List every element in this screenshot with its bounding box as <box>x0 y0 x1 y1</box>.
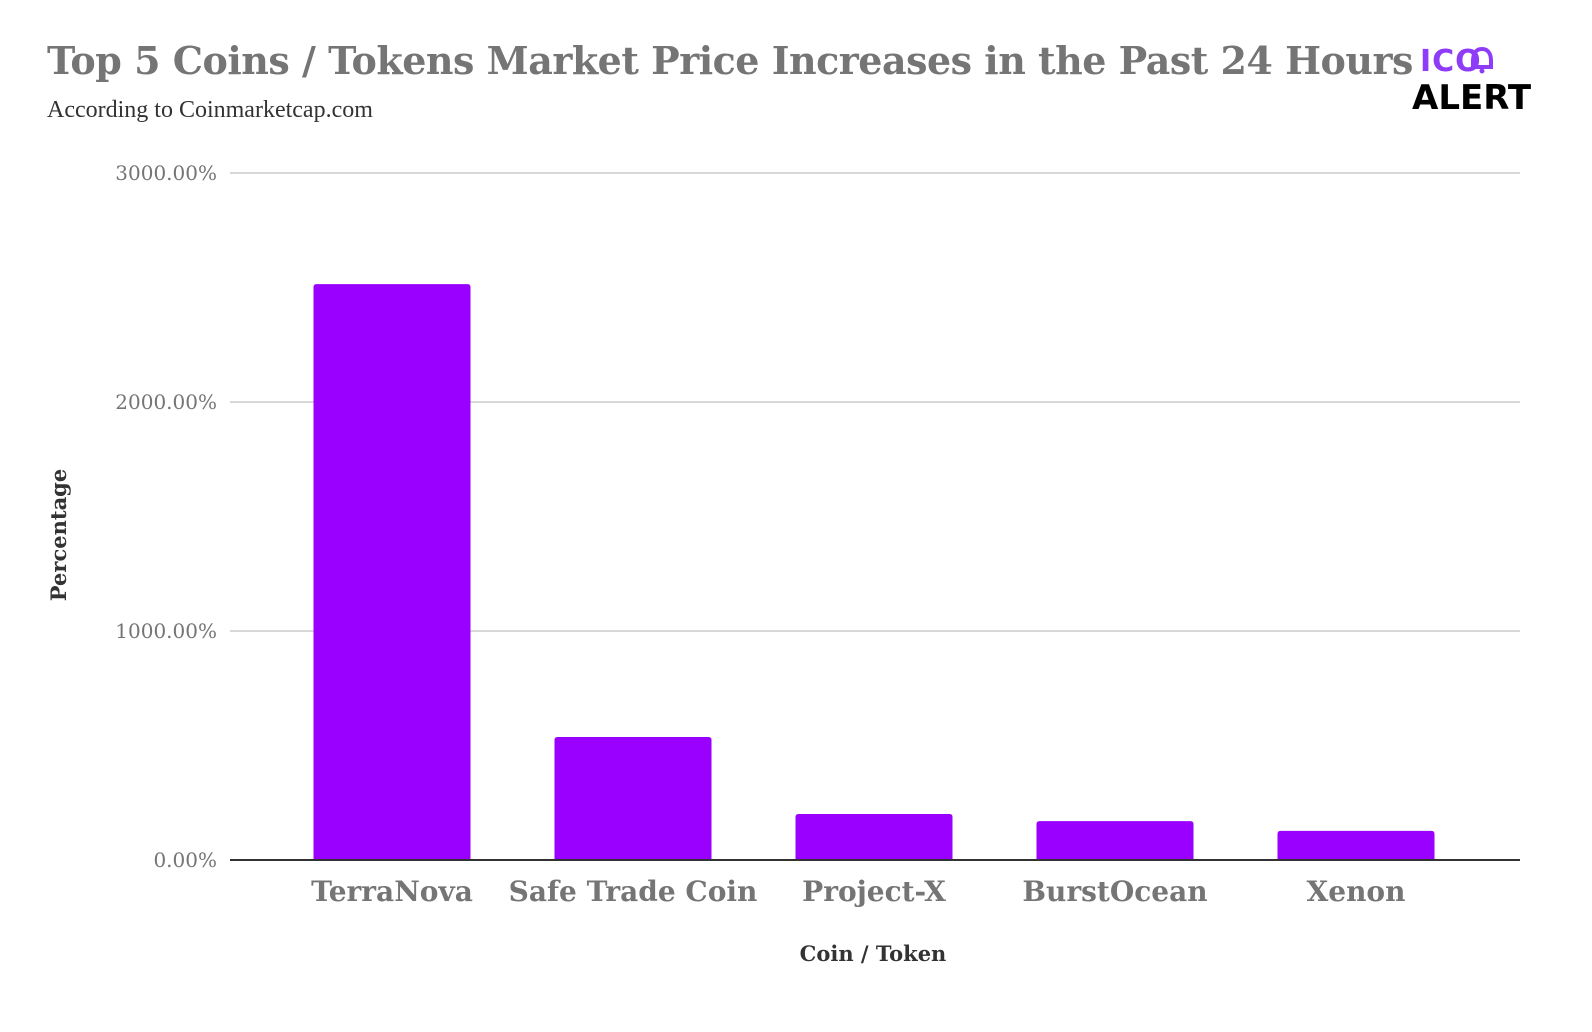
ico-alert-logo: ICO ALERT <box>1408 44 1558 124</box>
bar-burstocean <box>1036 821 1194 860</box>
y-tick-label: 2000.00% <box>115 390 217 414</box>
x-tick-label: BurstOcean <box>1022 875 1207 908</box>
y-tick-label: 0.00% <box>153 848 217 872</box>
bar-safe-trade-coin <box>554 737 712 860</box>
bar-xenon <box>1277 830 1435 860</box>
chart-subtitle: According to Coinmarketcap.com <box>47 97 373 123</box>
x-tick-label: TerraNova <box>311 875 473 908</box>
bar-terranova <box>313 284 471 860</box>
x-tick-label: Xenon <box>1307 875 1406 908</box>
logo-ico-label: ICO <box>1420 44 1482 79</box>
x-tick-label: Safe Trade Coin <box>509 875 758 908</box>
bar-project-x <box>795 813 953 860</box>
logo-alert-text: ALERT <box>1412 78 1532 118</box>
x-axis-title: Coin / Token <box>800 941 947 966</box>
logo-ico-text: ICO <box>1420 44 1482 79</box>
y-axis-ticks: 0.00% 1000.00% 2000.00% 3000.00% <box>115 161 217 872</box>
y-tick-label: 1000.00% <box>115 619 217 643</box>
y-axis-title: Percentage <box>46 469 71 601</box>
bars <box>313 284 1435 860</box>
x-axis-ticks: TerraNova Safe Trade Coin Project-X BurstOc… <box>311 875 1405 908</box>
bell-icon <box>1471 46 1493 74</box>
y-tick-label: 3000.00% <box>115 161 217 185</box>
x-tick-label: Project-X <box>802 875 946 908</box>
chart-title: Top 5 Coins / Tokens Market Price Increa… <box>47 38 1413 83</box>
